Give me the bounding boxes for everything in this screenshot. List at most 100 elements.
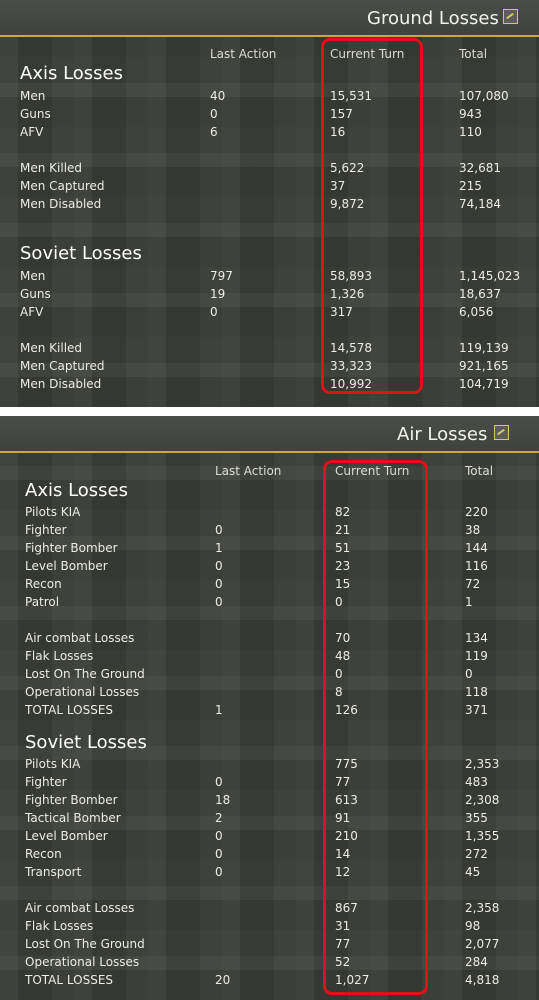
- total-value: 4,818: [465, 973, 500, 987]
- column-header-total: Total: [459, 47, 488, 61]
- current-turn-value: 1,027: [335, 973, 370, 987]
- current-turn-value: 317: [330, 305, 353, 319]
- row-label: TOTAL LOSSES: [25, 973, 114, 987]
- row-label: Lost On The Ground: [25, 667, 145, 681]
- total-value: 2,358: [465, 901, 500, 915]
- current-turn-value: 37: [330, 179, 346, 193]
- total-value: 72: [465, 577, 481, 591]
- total-value: 110: [459, 125, 482, 139]
- current-turn-value: 15: [335, 577, 351, 591]
- total-value: 38: [465, 523, 481, 537]
- last-action-value: 20: [215, 973, 231, 987]
- last-action-value: 0: [215, 559, 223, 573]
- total-value: 371: [465, 703, 488, 717]
- total-value: 943: [459, 107, 482, 121]
- current-turn-value: 8: [335, 685, 343, 699]
- row-label: Level Bomber: [25, 829, 108, 843]
- row-label: Fighter: [25, 775, 67, 789]
- total-value: 2,353: [465, 757, 500, 771]
- row-label: Flak Losses: [25, 919, 94, 933]
- row-label: Guns: [20, 107, 51, 121]
- row-label: Transport: [25, 865, 82, 879]
- total-value: 1,145,023: [459, 269, 521, 283]
- last-action-value: 2: [215, 811, 223, 825]
- last-action-value: 0: [215, 829, 223, 843]
- row-label: Men Killed: [20, 161, 83, 175]
- total-value: 355: [465, 811, 488, 825]
- last-action-value: 0: [215, 847, 223, 861]
- row-label: Fighter Bomber: [25, 541, 118, 555]
- current-turn-value: 0: [335, 595, 343, 609]
- current-turn-value: 21: [335, 523, 351, 537]
- last-action-value: 6: [210, 125, 218, 139]
- last-action-value: 0: [215, 523, 223, 537]
- row-label: Men Disabled: [20, 377, 102, 391]
- current-turn-highlight: [323, 460, 428, 995]
- air-losses-panel: Air Losses Last Action Current Turn Tota…: [0, 416, 539, 1000]
- total-value: 98: [465, 919, 481, 933]
- row-label: Flak Losses: [25, 649, 94, 663]
- current-turn-value: 33,323: [330, 359, 372, 373]
- total-value: 144: [465, 541, 488, 555]
- row-label: Recon: [25, 847, 62, 861]
- row-label: AFV: [20, 125, 44, 139]
- row-label: AFV: [20, 305, 44, 319]
- row-label: Fighter Bomber: [25, 793, 118, 807]
- total-value: 74,184: [459, 197, 501, 211]
- total-value: 215: [459, 179, 482, 193]
- current-turn-value: 157: [330, 107, 353, 121]
- soviet-losses-heading: Soviet Losses: [20, 243, 142, 264]
- column-header-last-action: Last Action: [215, 464, 282, 478]
- row-label: Men Killed: [20, 341, 83, 355]
- row-label: Men Captured: [20, 359, 105, 373]
- last-action-value: 1: [215, 541, 223, 555]
- total-value: 272: [465, 847, 488, 861]
- ground-losses-panel: Ground Losses Last Action Current Turn T…: [0, 0, 539, 407]
- current-turn-value: 12: [335, 865, 351, 879]
- air-losses-titlebar: Air Losses: [0, 416, 539, 453]
- total-value: 1,355: [465, 829, 500, 843]
- current-turn-value: 867: [335, 901, 358, 915]
- total-value: 483: [465, 775, 488, 789]
- total-value: 32,681: [459, 161, 501, 175]
- total-value: 220: [465, 505, 488, 519]
- row-label: Guns: [20, 287, 51, 301]
- row-label: Pilots KIA: [25, 505, 81, 519]
- row-label: Operational Losses: [25, 955, 140, 969]
- total-value: 2,077: [465, 937, 500, 951]
- current-turn-value: 14: [335, 847, 351, 861]
- current-turn-value: 126: [335, 703, 358, 717]
- total-value: 118: [465, 685, 488, 699]
- current-turn-value: 48: [335, 649, 351, 663]
- total-value: 107,080: [459, 89, 509, 103]
- total-value: 2,308: [465, 793, 500, 807]
- total-value: 284: [465, 955, 488, 969]
- total-value: 0: [465, 667, 473, 681]
- total-value: 116: [465, 559, 488, 573]
- chart-icon[interactable]: [503, 9, 518, 24]
- total-value: 18,637: [459, 287, 501, 301]
- row-label: Fighter: [25, 523, 67, 537]
- last-action-value: 19: [210, 287, 226, 301]
- row-label: Men Disabled: [20, 197, 102, 211]
- current-turn-value: 1,326: [330, 287, 365, 301]
- last-action-value: 0: [215, 577, 223, 591]
- last-action-value: 797: [210, 269, 233, 283]
- last-action-value: 0: [210, 305, 218, 319]
- row-label: TOTAL LOSSES: [25, 703, 114, 717]
- total-value: 104,719: [459, 377, 509, 391]
- ground-losses-titlebar: Ground Losses: [0, 0, 539, 37]
- current-turn-value: 82: [335, 505, 351, 519]
- current-turn-value: 58,893: [330, 269, 372, 283]
- column-header-total: Total: [465, 464, 494, 478]
- total-value: 1: [465, 595, 473, 609]
- row-label: Lost On The Ground: [25, 937, 145, 951]
- last-action-value: 0: [210, 107, 218, 121]
- chart-icon[interactable]: [494, 425, 509, 440]
- current-turn-value: 15,531: [330, 89, 372, 103]
- total-value: 45: [465, 865, 481, 879]
- last-action-value: 0: [215, 865, 223, 879]
- row-label: Air combat Losses: [25, 631, 135, 645]
- row-label: Men: [20, 269, 46, 283]
- total-value: 921,165: [459, 359, 509, 373]
